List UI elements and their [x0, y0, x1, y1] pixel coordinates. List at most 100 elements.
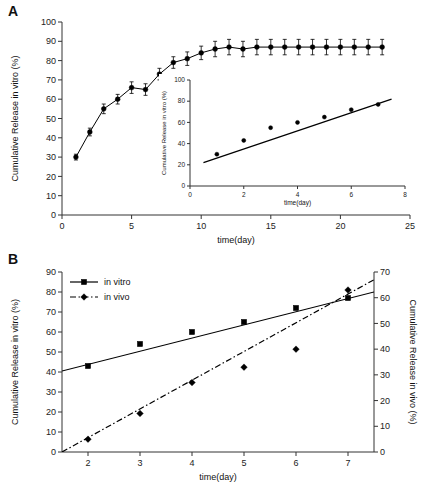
x-tick-label: 5: [129, 221, 134, 231]
data-point: [310, 45, 315, 50]
legend-swatch-marker: [81, 279, 86, 284]
error-bar: [130, 82, 134, 94]
data-point: [352, 45, 357, 50]
y-axis-line: [190, 80, 191, 186]
y-tick: [58, 176, 62, 177]
data-point: [269, 126, 273, 130]
data-point: [282, 45, 287, 50]
y-tick-label: 100: [41, 17, 56, 27]
legend-label: in vitro: [104, 277, 131, 287]
x-tick-label: 6: [293, 458, 298, 468]
x-tick-label: 2: [85, 458, 90, 468]
y-tick-label: 70: [46, 307, 56, 317]
y-tick: [58, 60, 62, 61]
y-axis-label: Cumulative Release in vitro (%): [161, 91, 167, 175]
data-point: [242, 138, 246, 142]
y-tick: [58, 352, 62, 353]
y-axis-line: [62, 272, 63, 452]
y-tick-label: 80: [46, 56, 56, 66]
x-tick: [201, 215, 202, 219]
y2-tick-label: 60: [380, 293, 390, 303]
data-point: [296, 45, 301, 50]
y-tick-label: 50: [46, 347, 56, 357]
data-point: [143, 87, 148, 92]
y-tick: [58, 452, 62, 453]
data-point: [241, 47, 246, 52]
y-tick: [58, 41, 62, 42]
y2-tick: [374, 374, 378, 375]
x-axis-label: time(day): [217, 235, 255, 245]
x-tick-label: 4: [296, 191, 300, 198]
y2-tick: [374, 452, 378, 453]
error-bar: [380, 39, 384, 54]
data-point: [189, 379, 196, 386]
x-tick: [62, 215, 63, 219]
y2-tick: [374, 349, 378, 350]
y-axis-label: Cumulative Release in vitro (%): [10, 55, 20, 181]
panel-label: B: [8, 251, 18, 267]
x-axis-label: time(day): [199, 472, 237, 482]
y-tick-label: 40: [46, 133, 56, 143]
y-tick-label: 10: [46, 191, 56, 201]
x-tick: [243, 186, 244, 189]
data-point: [87, 130, 92, 135]
x-axis-line: [62, 215, 410, 216]
y2-tick-label: 30: [380, 370, 390, 380]
y-tick-label: 80: [178, 97, 186, 104]
x-tick: [351, 186, 352, 189]
data-layer: [62, 280, 374, 452]
x-tick-label: 15: [266, 221, 276, 231]
inset-background: [159, 74, 409, 210]
error-bar: [116, 94, 120, 104]
error-bar: [227, 39, 231, 54]
x-tick-label: 8: [403, 191, 407, 198]
y-tick: [187, 164, 190, 165]
y-tick-label: 70: [46, 75, 56, 85]
y-tick: [58, 215, 62, 216]
x-tick-label: 10: [196, 221, 206, 231]
error-bar: [311, 39, 315, 54]
data-point: [293, 346, 300, 353]
error-bar: [241, 41, 245, 56]
y2-tick: [374, 426, 378, 427]
y-tick: [187, 143, 190, 144]
y-tick: [58, 412, 62, 413]
legend-swatch-marker: [81, 294, 88, 301]
panel-label: A: [8, 3, 18, 19]
error-bar: [199, 46, 203, 60]
x-tick: [405, 186, 406, 189]
y-tick-label: 20: [46, 172, 56, 182]
data-point: [324, 45, 329, 50]
error-bar: [283, 39, 287, 54]
data-point: [213, 47, 218, 52]
data-point: [241, 364, 248, 371]
y-tick: [58, 118, 62, 119]
y-tick: [58, 22, 62, 23]
x-tick-label: 0: [59, 221, 64, 231]
y2-tick-label: 20: [380, 396, 390, 406]
x-tick: [244, 452, 245, 456]
data-point: [85, 436, 92, 443]
data-point: [101, 106, 106, 111]
data-point: [296, 120, 300, 124]
y-tick-label: 100: [174, 76, 185, 83]
y2-tick-label: 10: [380, 421, 390, 431]
data-point: [241, 319, 246, 324]
fit-line: [203, 99, 391, 163]
data-point: [345, 287, 352, 294]
data-point: [338, 45, 343, 50]
x-tick: [270, 215, 271, 219]
y-tick-label: 30: [46, 152, 56, 162]
data-point: [171, 60, 176, 65]
y-tick: [58, 157, 62, 158]
fit-line: [62, 280, 374, 452]
y-tick: [187, 122, 190, 123]
x-tick-label: 20: [335, 221, 345, 231]
y2-tick-label: 50: [380, 319, 390, 329]
y-tick: [187, 101, 190, 102]
error-bar: [366, 39, 370, 54]
data-layer: [203, 99, 391, 163]
error-bar: [352, 39, 356, 54]
data-point: [199, 50, 204, 55]
y-tick-label: 10: [46, 427, 56, 437]
